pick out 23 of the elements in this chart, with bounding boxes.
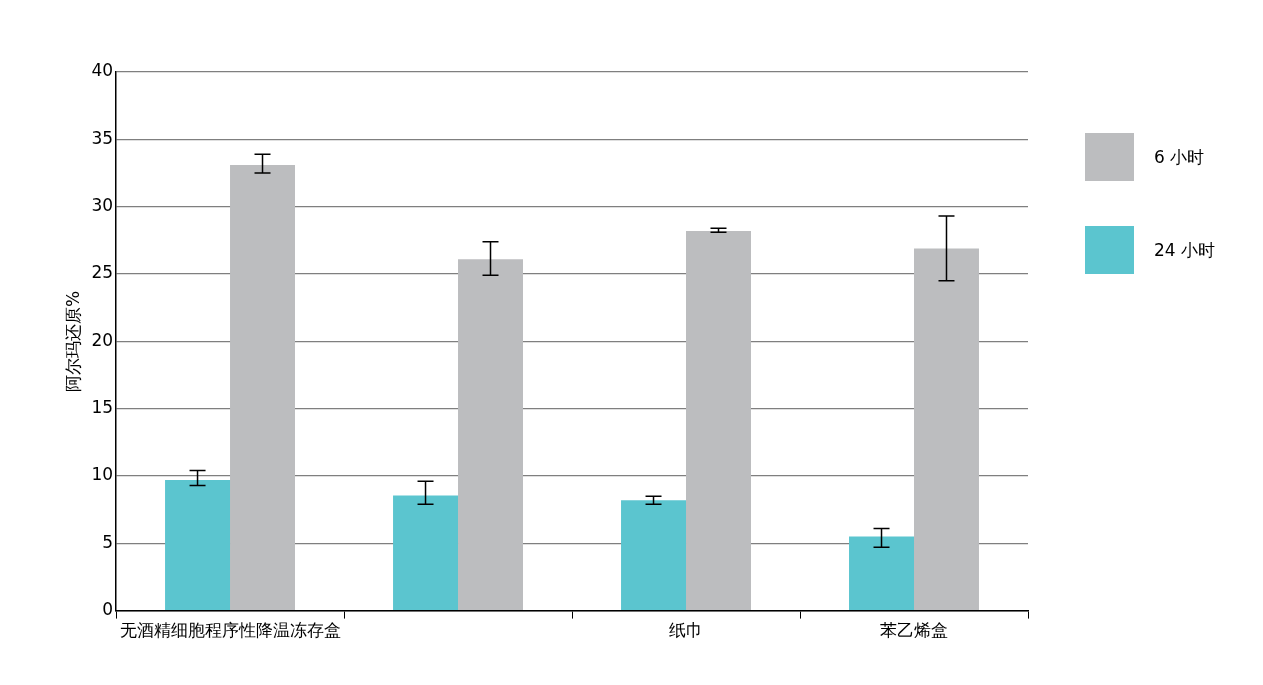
y-tick-label: 15 bbox=[91, 397, 114, 418]
bar bbox=[393, 495, 459, 610]
bar bbox=[165, 479, 231, 610]
text: 6 小时 bbox=[1154, 145, 1205, 169]
text: 24 小时 bbox=[1154, 238, 1216, 262]
y-tick-label: 20 bbox=[91, 329, 114, 350]
x-tick-label: 无酒精细胞程序性降温冻存盒 bbox=[119, 620, 341, 641]
bar bbox=[914, 248, 979, 610]
bar bbox=[621, 500, 687, 610]
x-tick-label: 苯乙烯盒 bbox=[880, 620, 948, 641]
y-tick-label: 25 bbox=[91, 262, 114, 283]
bar bbox=[686, 230, 751, 610]
bar bbox=[458, 259, 523, 610]
y-tick-label: 5 bbox=[102, 531, 114, 552]
bar bbox=[230, 164, 296, 610]
bar bbox=[849, 536, 914, 610]
y-tick-label: 30 bbox=[91, 195, 114, 216]
y-tick-label: 40 bbox=[91, 60, 114, 81]
y-axis-title: 阿尔玛还原% bbox=[62, 290, 83, 392]
y-tick-label: 35 bbox=[91, 127, 114, 148]
x-tick-label: 纸巾 bbox=[669, 620, 704, 641]
y-tick-label: 0 bbox=[102, 599, 114, 620]
y-tick-label: 10 bbox=[91, 464, 114, 485]
